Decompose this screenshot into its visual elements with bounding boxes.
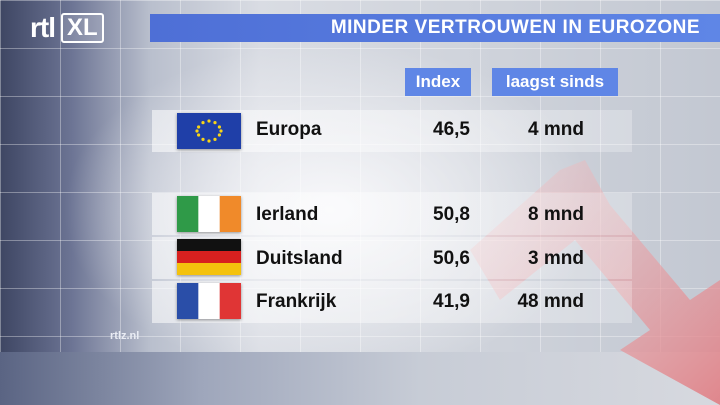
ireland-flag-icon xyxy=(177,196,241,232)
france-flag-icon xyxy=(177,283,241,319)
column-header-since: laagst sinds xyxy=(492,68,618,96)
lowest-since-value: 4 mnd xyxy=(528,119,584,140)
bottom-band xyxy=(0,352,720,405)
title-bar: MINDER VERTROUWEN IN EUROZONE xyxy=(150,14,720,42)
eu-flag-icon xyxy=(177,113,241,149)
rtlz-logo: rtl XL xyxy=(30,12,104,44)
logo-xl-text: XL xyxy=(61,13,104,43)
column-header-index: Index xyxy=(405,68,471,96)
index-value: 50,6 xyxy=(433,248,470,269)
country-name: Ierland xyxy=(256,204,319,225)
germany-flag-icon xyxy=(177,239,241,275)
country-name: Europa xyxy=(256,119,322,140)
footer-url: rtlz.nl xyxy=(110,330,140,342)
country-name: Duitsland xyxy=(256,248,343,269)
index-value: 46,5 xyxy=(433,119,470,140)
lowest-since-value: 8 mnd xyxy=(528,204,584,225)
country-name: Frankrijk xyxy=(256,291,337,312)
lowest-since-value: 48 mnd xyxy=(517,291,584,312)
page-title: MINDER VERTROUWEN IN EUROZONE xyxy=(330,17,700,38)
index-value: 41,9 xyxy=(433,291,470,312)
index-value: 50,8 xyxy=(433,204,470,225)
logo-rtl-text: rtl xyxy=(30,12,56,43)
lowest-since-value: 3 mnd xyxy=(528,248,584,269)
